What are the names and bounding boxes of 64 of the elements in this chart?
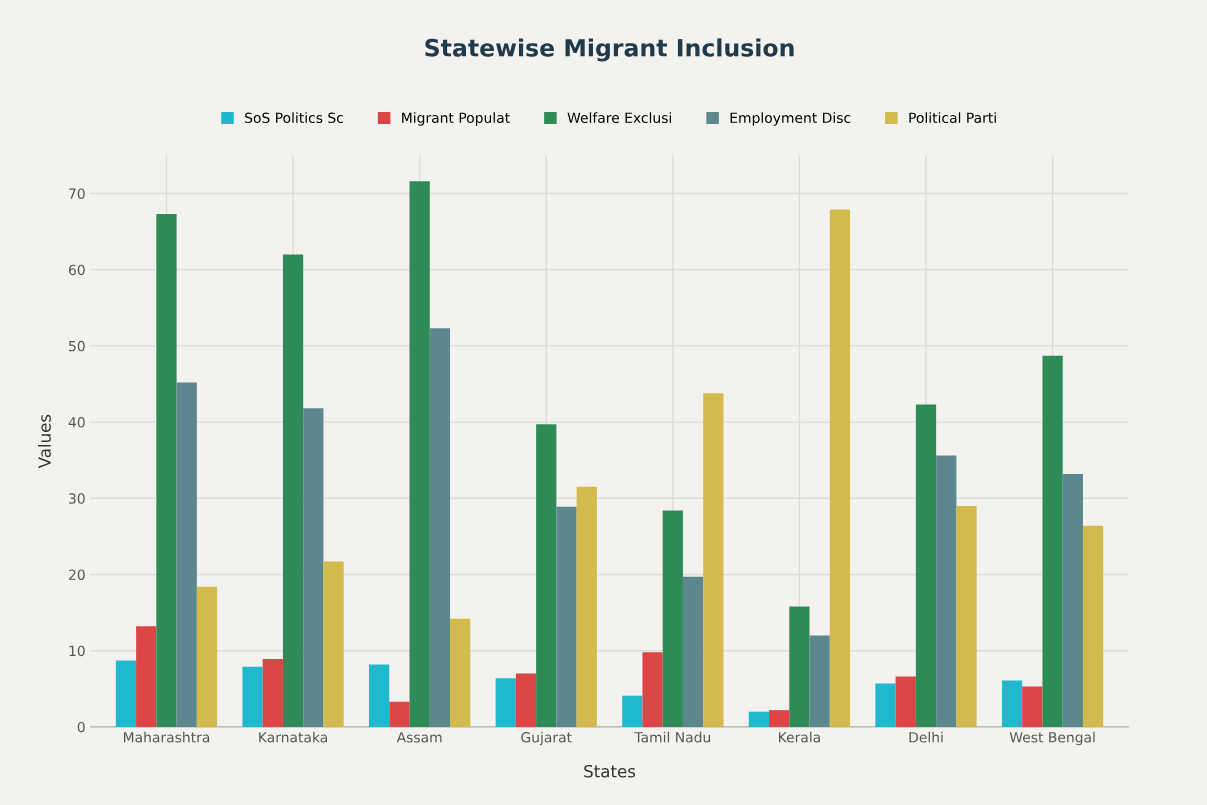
bar	[809, 635, 830, 727]
bar	[576, 486, 597, 727]
legend-label: Migrant Populat	[402, 112, 510, 126]
bar	[495, 678, 516, 727]
bar	[1022, 686, 1043, 727]
y-tick-label: 50	[69, 340, 85, 352]
bar	[1062, 473, 1083, 727]
bar	[282, 254, 304, 727]
bar	[1001, 680, 1023, 727]
bar	[196, 586, 218, 727]
bar	[136, 626, 157, 727]
bar	[556, 506, 577, 727]
y-tick-label: 20	[69, 569, 85, 580]
bar	[642, 652, 663, 727]
bar	[389, 701, 410, 727]
legend-label: Welfare Exclusi	[567, 112, 671, 124]
bar	[748, 711, 770, 727]
legend-label: SoS Politics Sc	[245, 112, 343, 124]
bar	[936, 455, 957, 727]
y-axis-title: Values	[37, 414, 51, 469]
bar	[515, 673, 537, 727]
bar	[895, 676, 916, 727]
bar	[409, 181, 430, 727]
bar	[956, 505, 977, 727]
bar	[875, 683, 896, 727]
x-tick-label: Karnataka	[259, 731, 328, 743]
bar	[176, 382, 197, 727]
bar	[662, 510, 683, 727]
bar	[450, 618, 471, 727]
bar	[915, 404, 937, 727]
bar	[156, 214, 177, 727]
bar	[682, 576, 704, 727]
x-tick-label: West Bengal	[1009, 731, 1095, 746]
y-tick-label: 60	[68, 264, 85, 276]
y-tick-label: 10	[69, 645, 85, 657]
bar	[242, 666, 263, 727]
bar	[262, 659, 283, 727]
y-tick-label: 40	[68, 417, 85, 428]
bar	[829, 209, 851, 727]
y-tick-label: 0	[77, 721, 85, 733]
bar	[789, 606, 810, 727]
x-axis-title: States	[584, 764, 636, 778]
chart-title: Statewise Migrant Inclusion	[425, 38, 794, 62]
bar	[1042, 355, 1063, 727]
bar	[323, 561, 344, 727]
legend-label: Employment Disc	[730, 112, 851, 126]
x-tick-label: Kerala	[779, 731, 820, 743]
bar	[703, 393, 724, 727]
x-tick-label: Delhi	[909, 731, 943, 743]
x-tick-label: Maharashtra	[123, 731, 210, 743]
legend-label: Political Parti	[909, 112, 996, 124]
bar	[303, 408, 324, 727]
bar	[769, 710, 790, 727]
y-tick-label: 70	[69, 188, 85, 199]
y-tick-label: 30	[69, 493, 85, 504]
bar	[369, 664, 390, 727]
bar	[1082, 525, 1104, 727]
bar	[115, 660, 137, 727]
x-tick-label: Tamil Nadu	[634, 731, 711, 743]
x-tick-label: Assam	[396, 732, 442, 743]
x-tick-label: Gujarat	[521, 731, 572, 746]
bar	[536, 424, 557, 727]
bar	[429, 328, 451, 727]
bar	[622, 695, 643, 727]
